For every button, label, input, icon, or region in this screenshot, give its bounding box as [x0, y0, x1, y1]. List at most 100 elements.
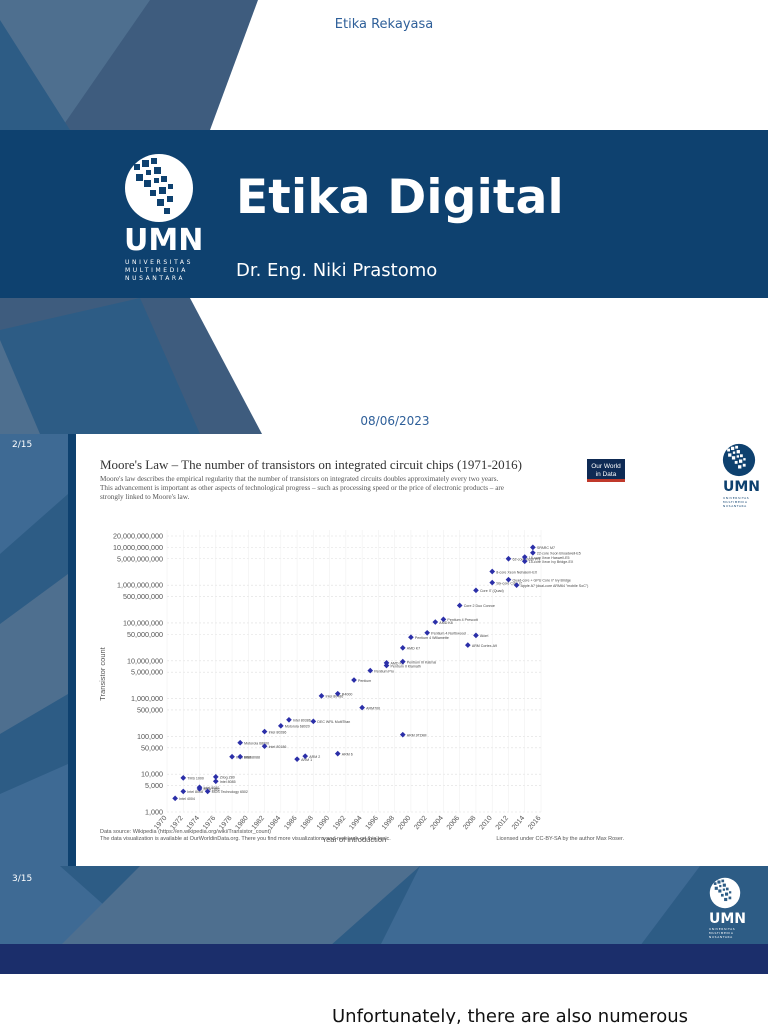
- data-point: [180, 788, 187, 795]
- point-label: ARM 2: [309, 755, 320, 759]
- data-point: [513, 582, 520, 589]
- y-tick-label: 50,000: [141, 743, 163, 752]
- point-label: ARM Cortex-A9: [472, 644, 497, 648]
- point-label: Apple A7 (dual-core ARM64 "mobile SoC"): [521, 584, 589, 588]
- point-label: Intel 4004: [179, 797, 195, 801]
- y-tick-label: 100,000,000: [123, 618, 163, 627]
- point-label: Core i7 (Quad): [480, 589, 504, 593]
- y-tick-label: 5,000,000,000: [117, 554, 163, 563]
- point-label: 8-core Xeon Nehalem-EX: [496, 570, 538, 574]
- data-point: [318, 693, 325, 699]
- point-label: SPARC M7: [537, 546, 555, 550]
- umn-logo-line2: MULTIMEDIA: [125, 267, 188, 274]
- slide-date: 08/06/2023: [360, 414, 430, 428]
- data-point: [237, 753, 244, 760]
- point-label: Pentium Pro: [374, 669, 394, 673]
- badge-line1: Our World: [591, 463, 621, 470]
- y-tick-label: 1,000,000: [131, 694, 163, 703]
- data-point: [277, 723, 284, 729]
- point-label: Intel 8008: [187, 790, 203, 794]
- slide-title: Etika Digital: [236, 170, 564, 225]
- data-point: [351, 677, 357, 683]
- license-text: Licensed under CC-BY-SA by the author Ma…: [496, 836, 624, 842]
- point-label: Pentium 4 Northwood: [431, 632, 466, 636]
- chart-subtitle-line3: strongly linked to Moore's law.: [100, 493, 189, 501]
- data-point: [521, 558, 528, 565]
- point-label: Core 2 Duo Conroe: [464, 604, 495, 608]
- y-tick-label: 10,000,000,000: [113, 543, 163, 552]
- data-source-line2: The data visualization is available at O…: [100, 836, 391, 842]
- data-point: [212, 774, 219, 780]
- point-label: 62-core Xeon Phi: [512, 558, 540, 562]
- umn-logo-line3: NUSANTARA: [723, 504, 747, 508]
- x-axis-label: Year of introduction: [322, 835, 386, 844]
- point-label: TMS 1000: [187, 777, 204, 781]
- umn-logo-word: UMN: [124, 223, 204, 258]
- point-label: Six-core Core i7: [496, 581, 522, 585]
- data-point: [521, 554, 528, 560]
- umn-emblem-icon: [722, 443, 756, 477]
- slide-header-shapes: [0, 866, 768, 974]
- data-point: [172, 795, 178, 802]
- chart-points: Intel 4004 Intel 8008 TMS 1000 Intel 8080RC…: [172, 544, 589, 802]
- y-axis-label: Transistor count: [98, 646, 107, 700]
- point-label: Pentium: [358, 679, 371, 683]
- umn-logo: UMN UNIVERSITAS MULTIMEDIA NUSANTARA: [124, 150, 204, 286]
- point-label: DEC WRL MultiTitan: [317, 720, 350, 724]
- point-label: Intel 8080: [204, 786, 220, 790]
- chart-title: Moore's Law – The number of transistors …: [100, 457, 522, 472]
- point-label: Motorola 68020: [285, 725, 310, 729]
- point-label: Pentium 4 Prescott: [447, 618, 477, 622]
- slide-author: Dr. Eng. Niki Prastomo: [236, 260, 438, 281]
- point-label: AMD K6: [391, 662, 404, 666]
- point-label: ARM 9TDMI: [407, 733, 427, 737]
- point-label: Pentium III Katmai: [407, 660, 437, 664]
- slide-background-shapes: [0, 434, 76, 866]
- y-tick-label: 1,000: [145, 808, 163, 817]
- data-point: [294, 756, 300, 762]
- point-label: Zilog Z80: [220, 776, 235, 780]
- umn-emblem-icon: [125, 154, 193, 222]
- title-band: [0, 130, 768, 298]
- point-label: RCA 1802: [204, 788, 220, 792]
- y-tick-label: 500,000,000: [123, 592, 163, 601]
- data-point: [530, 549, 536, 556]
- course-topic: Etika Rekayasa: [334, 17, 434, 32]
- point-label: Intel 80186: [269, 745, 287, 749]
- data-point: [196, 786, 203, 792]
- data-point: [408, 634, 414, 641]
- point-label: 15-core Xeon Ivy Bridge-EX: [529, 560, 574, 564]
- y-tick-label: 50,000,000: [127, 630, 163, 639]
- y-tick-label: 1,000,000,000: [117, 581, 163, 590]
- umn-logo: UMN UNIVERSITAS MULTIMEDIA NUSANTARA: [708, 876, 758, 942]
- data-point: [204, 788, 211, 795]
- point-label: AMD K7: [407, 647, 420, 651]
- data-point: [261, 728, 268, 735]
- data-source-line1: Data source: Wikipedia (https://en.wikip…: [100, 829, 271, 835]
- y-tick-label: 500,000: [137, 705, 163, 714]
- point-label: Intel 80286: [269, 730, 287, 734]
- point-label: MOS Technology 6502: [212, 790, 248, 794]
- umn-logo: UMN UNIVERSITAS MULTIMEDIA NUSANTARA: [721, 442, 761, 512]
- point-label: Intel 8085: [220, 780, 236, 784]
- data-point: [530, 544, 536, 551]
- y-axis-ticks: 1,000 5,000 10,000 50,000 100,000 500,000 1,00…: [113, 532, 163, 817]
- data-point: [383, 660, 390, 666]
- data-point: [432, 619, 439, 625]
- point-label: Atom: [480, 634, 488, 638]
- moores-law-chart: Moore's Law – The number of transistors …: [93, 452, 633, 844]
- y-tick-label: 5,000,000: [131, 668, 163, 677]
- data-point: [473, 632, 479, 639]
- y-tick-label: 10,000: [141, 770, 163, 779]
- umn-logo-word: UMN: [723, 479, 761, 495]
- point-label: Intel 8086: [236, 756, 252, 760]
- point-label: ARM 6: [342, 752, 353, 756]
- point-label: Pentium II Klamath: [391, 664, 421, 668]
- umn-logo-line1: UNIVERSITAS: [723, 496, 750, 500]
- data-point: [261, 743, 268, 750]
- umn-logo-line3: NUSANTARA: [709, 935, 733, 939]
- point-label: Intel 80486: [325, 695, 343, 699]
- y-tick-label: 10,000,000: [127, 656, 163, 665]
- slide-body-text: Unfortunately, there are also numerous: [332, 1006, 689, 1024]
- y-tick-label: 100,000: [137, 732, 163, 741]
